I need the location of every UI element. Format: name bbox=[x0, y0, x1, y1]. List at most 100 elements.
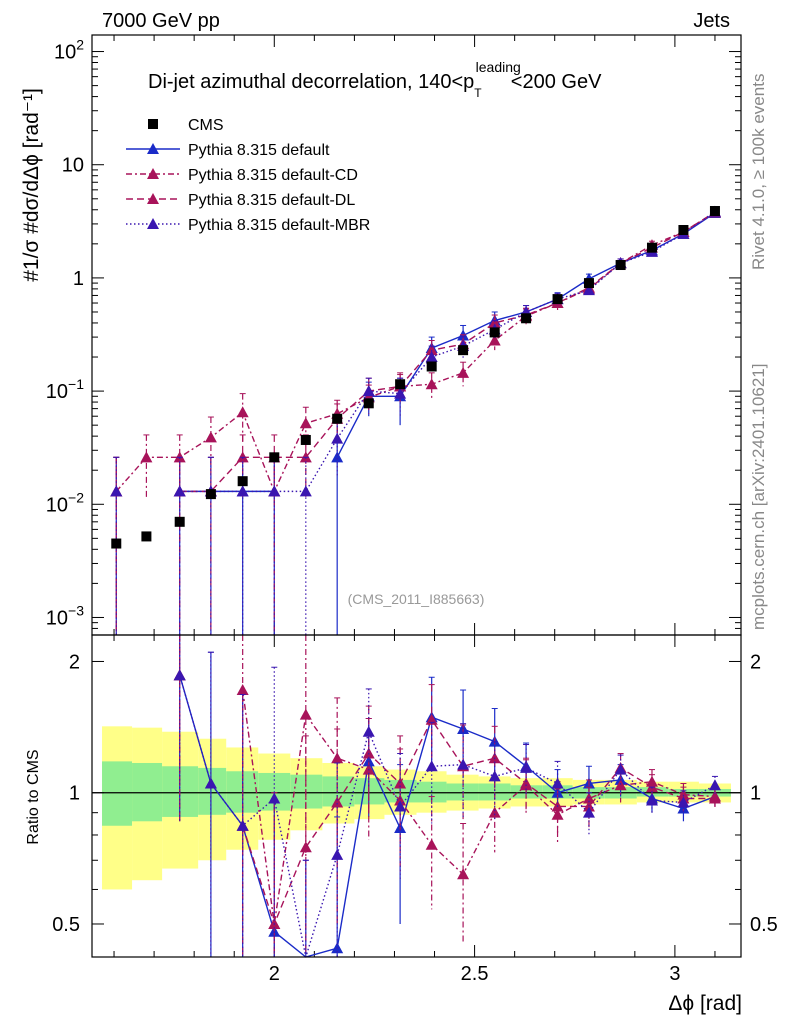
legend-marker bbox=[147, 168, 159, 179]
ratio-y-tick-label: 0.5 bbox=[52, 914, 80, 936]
cms-point bbox=[174, 516, 185, 527]
legend-marker bbox=[147, 193, 159, 204]
y-tick-label: 1 bbox=[73, 268, 84, 290]
series-point bbox=[394, 387, 407, 399]
series-point bbox=[236, 406, 249, 418]
x-tick-label: 2 bbox=[269, 963, 280, 985]
legend-label: Pythia 8.315 default-MBR bbox=[188, 217, 370, 234]
ratio-frame bbox=[91, 634, 742, 958]
cms-point bbox=[458, 345, 469, 356]
ratio-point bbox=[551, 808, 564, 820]
ratio-y-tick-label-right: 1 bbox=[750, 783, 761, 805]
ratio-point bbox=[708, 792, 721, 804]
cms-point bbox=[678, 225, 689, 236]
series-cms bbox=[111, 206, 720, 549]
ratio-point bbox=[520, 761, 533, 773]
band-stat bbox=[478, 783, 511, 801]
title-sub: T bbox=[474, 86, 482, 100]
ratio-point bbox=[425, 838, 438, 850]
series-point bbox=[425, 378, 438, 390]
frames bbox=[91, 34, 742, 958]
rivet-label: Rivet 4.1.0, ≥ 100k events bbox=[749, 74, 768, 270]
ratio-point bbox=[614, 779, 627, 791]
axes: 2 2.5 3 10−3 10−2 10−1 1 10 102 0.5 0.5 1 1 2 2 bbox=[46, 35, 778, 985]
legend-label: Pythia 8.315 default bbox=[188, 142, 330, 159]
mcplots-label: mcplots.cern.ch [arXiv:2401.10621] bbox=[749, 364, 768, 630]
cms-point bbox=[521, 313, 532, 324]
series-line-main bbox=[179, 211, 716, 493]
legend-label: CMS bbox=[188, 117, 224, 134]
series-point bbox=[425, 344, 438, 356]
legend-entry: Pythia 8.315 default-CD bbox=[126, 167, 358, 184]
cms-point bbox=[205, 489, 216, 500]
band-stat bbox=[354, 778, 385, 805]
cms-point bbox=[646, 242, 657, 253]
x-tick-label: 3 bbox=[669, 963, 680, 985]
legend: CMS Pythia 8.315 default Pythia 8.315 defa… bbox=[126, 117, 370, 234]
legend-entry: Pythia 8.315 default-DL bbox=[126, 192, 355, 209]
ratio-y-tick-label-right: 0.5 bbox=[750, 914, 778, 936]
band-stat bbox=[198, 767, 227, 815]
series-3 bbox=[110, 205, 721, 958]
ratio-point bbox=[331, 796, 344, 808]
ratio-point bbox=[299, 708, 312, 720]
cms-point bbox=[111, 538, 122, 549]
ratio-point bbox=[236, 684, 249, 696]
title-prefix: Di-jet azimuthal decorrelation, 140<p bbox=[148, 71, 474, 93]
cms-point bbox=[332, 413, 343, 424]
series-point bbox=[110, 485, 123, 497]
x-axis-label: Δϕ [rad] bbox=[668, 992, 742, 1015]
ratio-point bbox=[394, 800, 407, 812]
ratio-point bbox=[582, 806, 595, 818]
series-point bbox=[268, 485, 281, 497]
series-point bbox=[582, 284, 595, 296]
y-axis-label-main: #1/σ #dσ/dΔϕ [rad⁻¹] bbox=[20, 88, 43, 282]
ratio-point bbox=[425, 760, 438, 772]
series-point bbox=[299, 485, 312, 497]
series-line-ratio bbox=[179, 675, 716, 958]
ratio-point bbox=[708, 779, 721, 791]
cms-point bbox=[709, 206, 720, 217]
ratio-point bbox=[645, 794, 658, 806]
series-line-main bbox=[179, 211, 716, 493]
ratio-point bbox=[457, 758, 470, 770]
series-layer bbox=[110, 205, 721, 958]
y-tick-label: 102 bbox=[54, 37, 84, 64]
series-point bbox=[457, 366, 470, 378]
cms-point bbox=[237, 476, 248, 487]
ratio-point bbox=[236, 819, 249, 831]
legend-entry: Pythia 8.315 default-MBR bbox=[126, 217, 370, 234]
header-right: Jets bbox=[693, 10, 730, 32]
x-tick-label: 2.5 bbox=[461, 963, 489, 985]
y-tick-label: 10−1 bbox=[46, 376, 84, 403]
legend-label: Pythia 8.315 default-CD bbox=[188, 167, 358, 184]
legend-label: Pythia 8.315 default-DL bbox=[188, 192, 355, 209]
cms-point bbox=[300, 434, 311, 445]
series-point bbox=[488, 316, 501, 328]
ratio-point bbox=[488, 806, 501, 818]
series-point bbox=[362, 385, 375, 397]
cms-point bbox=[489, 327, 500, 338]
band-stat bbox=[416, 781, 447, 803]
ratio-point bbox=[614, 763, 627, 775]
ratio-point bbox=[331, 848, 344, 860]
cms-point bbox=[615, 260, 626, 271]
y-tick-label: 10−2 bbox=[46, 489, 84, 516]
series-point bbox=[331, 451, 344, 463]
ratio-y-tick-label: 1 bbox=[69, 783, 80, 805]
series-point bbox=[236, 485, 249, 497]
series-point bbox=[299, 417, 312, 429]
y-tick-label: 10−3 bbox=[46, 602, 84, 629]
cms-point bbox=[395, 379, 406, 390]
ratio-point bbox=[551, 777, 564, 789]
header-left: 7000 GeV pp bbox=[102, 10, 220, 32]
legend-entry: CMS bbox=[148, 117, 224, 134]
series-line-main bbox=[115, 211, 716, 494]
analysis-watermark: (CMS_2011_I885663) bbox=[348, 591, 485, 607]
series-point bbox=[204, 431, 217, 443]
title-sup: leading bbox=[476, 59, 521, 75]
series-point bbox=[140, 451, 153, 463]
legend-marker bbox=[148, 119, 158, 129]
band-stat bbox=[510, 785, 543, 799]
